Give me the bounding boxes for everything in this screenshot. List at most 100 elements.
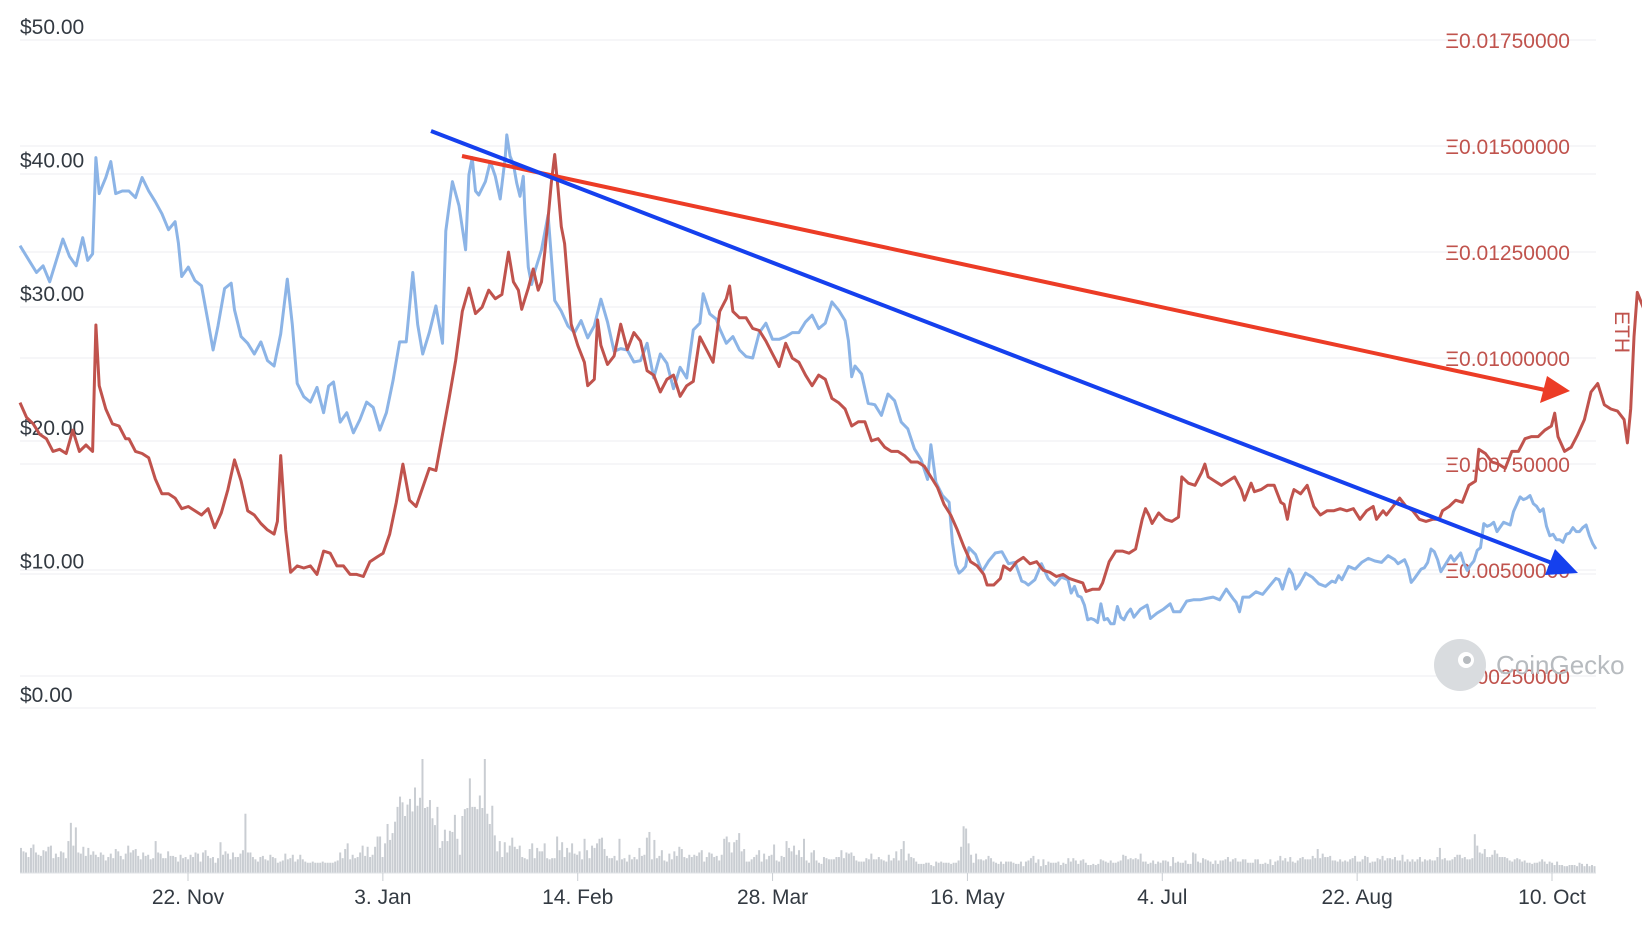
volume-bar — [1421, 861, 1424, 873]
volume-bar — [877, 857, 880, 873]
volume-bar — [1274, 861, 1277, 873]
volume-bar — [231, 852, 234, 873]
volume-bar — [1289, 857, 1292, 873]
volume-bar — [1461, 858, 1464, 873]
volume-bar — [628, 854, 631, 873]
red-arrowhead-icon — [1540, 376, 1570, 403]
volume-bar — [783, 857, 786, 873]
volume-bar — [1299, 858, 1302, 873]
volume-bar — [1483, 849, 1486, 873]
volume-bar — [1528, 862, 1531, 873]
volume-bar — [214, 862, 217, 873]
volume-bar — [34, 852, 37, 873]
volume-bar — [705, 857, 708, 873]
volume-bar — [1057, 861, 1060, 873]
volume-bar — [743, 849, 746, 873]
volume-bar — [331, 862, 334, 873]
volume-bar — [1259, 863, 1262, 873]
volume-bar — [561, 842, 564, 873]
volume-bar — [1067, 858, 1070, 873]
volume-bar — [154, 841, 157, 873]
volume-bar — [169, 855, 172, 873]
volume-bar — [1092, 863, 1095, 873]
volume-bar — [688, 854, 691, 873]
volume-bar — [321, 861, 324, 873]
volume-bar — [1511, 861, 1514, 873]
volume-bar — [598, 838, 601, 873]
volume-bar — [1491, 854, 1494, 873]
volume-bar — [867, 859, 870, 873]
volume-bar — [107, 857, 110, 873]
volume-bar — [506, 852, 509, 873]
volume-bar — [1478, 852, 1481, 873]
volume-bar — [416, 805, 419, 873]
volume-bar — [723, 838, 726, 873]
volume-bar — [1069, 861, 1072, 873]
volume-bar — [1104, 861, 1107, 873]
volume-bar — [1159, 862, 1162, 873]
volume-bar — [94, 854, 97, 873]
volume-bar — [1456, 854, 1459, 873]
volume-bar — [568, 852, 571, 873]
volume-bar — [1184, 860, 1187, 873]
volume-bar — [209, 858, 212, 873]
volume-bar — [82, 846, 85, 873]
blue-arrowhead-icon — [1545, 549, 1578, 575]
volume-bar — [511, 837, 514, 873]
volume-bar — [503, 842, 506, 873]
volume-bar — [386, 823, 389, 873]
volume-bar — [1531, 863, 1534, 873]
volume-bar — [1281, 860, 1284, 873]
volume-bar — [433, 825, 436, 873]
volume-bar — [738, 833, 741, 873]
volume-bar — [324, 862, 327, 873]
volume-bar — [793, 845, 796, 873]
volume-bar — [47, 846, 50, 873]
volume-bar — [1374, 861, 1377, 873]
volume-bar — [468, 778, 471, 873]
volume-bar — [1249, 862, 1252, 873]
volume-bar — [650, 859, 653, 873]
volume-bar — [124, 853, 127, 873]
volume-bar — [615, 860, 618, 873]
volume-bar — [972, 862, 975, 873]
volume-bar — [965, 828, 968, 873]
volume-bar — [1199, 862, 1202, 873]
volume-bar — [1179, 862, 1182, 873]
volume-bar — [132, 850, 135, 873]
volume-bar — [1458, 854, 1461, 873]
volume-bar — [890, 860, 893, 873]
volume-bar — [700, 850, 703, 873]
x-tick-label: 22. Nov — [152, 886, 225, 909]
volume-bar — [680, 849, 683, 873]
volume-bar — [1144, 861, 1147, 873]
volume-bar — [566, 847, 569, 873]
volume-bars — [20, 759, 1596, 874]
y-left-tick-label: $10.00 — [20, 550, 84, 573]
volume-bar — [798, 850, 801, 873]
volume-bar — [1518, 859, 1521, 873]
volume-bar — [1236, 861, 1239, 873]
volume-bar — [137, 855, 140, 873]
volume-bar — [448, 830, 451, 873]
volume-bar — [1319, 858, 1322, 873]
volume-bar — [1381, 855, 1384, 873]
volume-bar — [162, 858, 165, 873]
volume-bar — [997, 863, 1000, 873]
volume-bar — [438, 847, 441, 873]
volume-bar — [99, 852, 102, 873]
volume-bar — [89, 854, 92, 873]
volume-bar — [725, 836, 728, 873]
volume-bar — [1107, 862, 1110, 873]
volume-bar — [1581, 863, 1584, 873]
volume-bar — [57, 857, 60, 873]
volume-bar — [359, 852, 362, 873]
volume-bar — [1177, 861, 1180, 873]
volume-bar — [1042, 859, 1045, 873]
volume-bar — [955, 862, 958, 873]
volume-bar — [37, 854, 40, 873]
volume-bar — [835, 857, 838, 873]
volume-bar — [461, 816, 464, 873]
volume-bar — [1578, 862, 1581, 873]
volume-bar — [39, 855, 42, 873]
